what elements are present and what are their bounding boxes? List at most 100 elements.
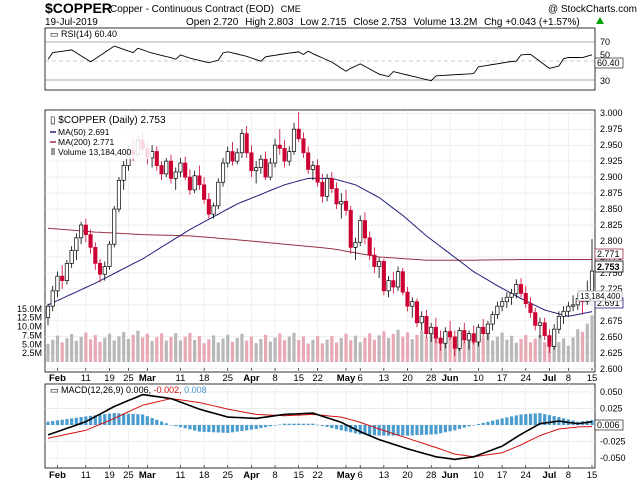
macd-histogram-bar (424, 425, 429, 435)
candle-body (448, 331, 453, 338)
macd-histogram-bar (476, 423, 481, 426)
candle-body (523, 293, 528, 304)
x-axis-label: 8 (566, 470, 571, 481)
candle-body (211, 205, 216, 215)
volume-bar (415, 334, 419, 362)
macd-tick-label: 0.025 (600, 403, 623, 413)
macd-histogram-bar (226, 425, 230, 433)
volume-bar (249, 336, 254, 362)
macd-histogram-bar (169, 425, 173, 426)
volume-bar (476, 341, 481, 362)
macd-histogram-bar (145, 416, 149, 426)
close-label: Close (353, 17, 379, 28)
macd-histogram-bar (264, 425, 268, 428)
candle-body (320, 181, 325, 197)
macd-legend-prefix: MACD(12,26,9) 0.006, (61, 385, 154, 395)
candle-body (396, 271, 401, 288)
macd-histogram-bar (519, 414, 523, 426)
volume-bar (557, 342, 561, 362)
candle-body (542, 322, 547, 336)
candle-body (334, 188, 339, 205)
volume-bar (136, 330, 140, 362)
x-axis-label: 25 (222, 373, 233, 384)
x-axis-label: 15 (293, 373, 304, 384)
candle-body (343, 201, 349, 211)
volume-bar (88, 339, 93, 362)
rsi-panel (44, 27, 596, 91)
macd-tick-label: -0.025 (600, 437, 626, 447)
candle-body (504, 296, 509, 303)
candle-body (528, 303, 533, 313)
price-tick-label: 2.975 (600, 124, 623, 134)
macd-histogram-bar (155, 419, 159, 426)
candle-body (202, 184, 207, 200)
macd-histogram-bar (330, 425, 334, 429)
rsi-legend-icon: ▭ (50, 29, 59, 39)
candle-body (306, 152, 311, 170)
volume-bar (562, 338, 566, 362)
candle-body (107, 243, 112, 267)
price-legend: ▯ $COPPER (Daily) 2.753 MA(50) 2.691 MA(… (46, 111, 166, 159)
macd-histogram-bar (159, 421, 164, 426)
volume-bar (259, 339, 263, 362)
x-axis-label: 10 (473, 470, 484, 481)
macd-line (47, 393, 593, 461)
macd-histogram-bar (472, 425, 476, 426)
candle-body (301, 138, 306, 154)
candle-body (69, 250, 74, 264)
volume-bar (122, 332, 126, 362)
candle-body (367, 237, 372, 256)
x-axis-label: 25 (123, 470, 134, 481)
candle-body (561, 310, 566, 317)
macd-histogram-bar (103, 414, 107, 426)
macd-value-tag (594, 419, 624, 431)
volume-bar (467, 337, 471, 362)
macd-histogram-bar (174, 425, 178, 427)
macd-legend-icon: ▭ (50, 385, 59, 395)
x-axis-label: 24 (520, 373, 531, 384)
candle-body (102, 266, 107, 275)
candle-body (377, 261, 382, 267)
price-tick-label: 2.650 (600, 332, 623, 342)
high-value: 2.803 (268, 17, 293, 28)
macd-histogram-bar (410, 425, 414, 436)
macd-histogram-bar (420, 425, 424, 435)
x-axis-label: Jul (543, 373, 557, 384)
macd-histogram-bar (259, 425, 263, 429)
candle-body (372, 254, 377, 267)
candle-body (178, 162, 183, 173)
candle-body (386, 280, 391, 292)
macd-histogram-bar (386, 425, 391, 436)
volume-bar (363, 337, 367, 362)
volume-bar (273, 337, 277, 362)
volume-bar (391, 333, 395, 362)
volume-bar (292, 332, 296, 362)
macd-histogram-bar (453, 425, 457, 431)
macd-histogram-bar (55, 420, 60, 426)
x-axis-label: 15 (587, 373, 598, 384)
macd-histogram-bar (524, 414, 528, 426)
volume-bar (297, 339, 301, 362)
volume-bar (174, 333, 178, 362)
macd-histogram-bar (443, 425, 447, 433)
candle-body (485, 323, 490, 335)
volume-bar (424, 337, 429, 362)
volume-bar (74, 340, 78, 362)
macd-histogram-bar (178, 425, 183, 428)
volume-bar (245, 340, 249, 362)
volume-tick-label: 12.5M (17, 313, 42, 323)
price-tick-label: 3.000 (600, 108, 623, 118)
candle-body (495, 305, 500, 315)
x-axis-price: Feb 11 19 25 Mar 11 18 25 Apr 8 15 22 May 6 13 20 28 Jun 1… (49, 368, 597, 384)
macd-histogram-bar (107, 413, 112, 426)
x-axis-label: 22 (312, 373, 323, 384)
macd-histogram-bar (500, 418, 504, 426)
volume-bar (103, 337, 107, 362)
volume-bar (226, 334, 230, 362)
up-arrow-icon (596, 17, 604, 24)
macd-histogram-bar (405, 425, 410, 436)
candle-body (249, 152, 254, 172)
macd-histogram-bar (126, 413, 131, 426)
macd-histogram-bar (249, 425, 254, 430)
